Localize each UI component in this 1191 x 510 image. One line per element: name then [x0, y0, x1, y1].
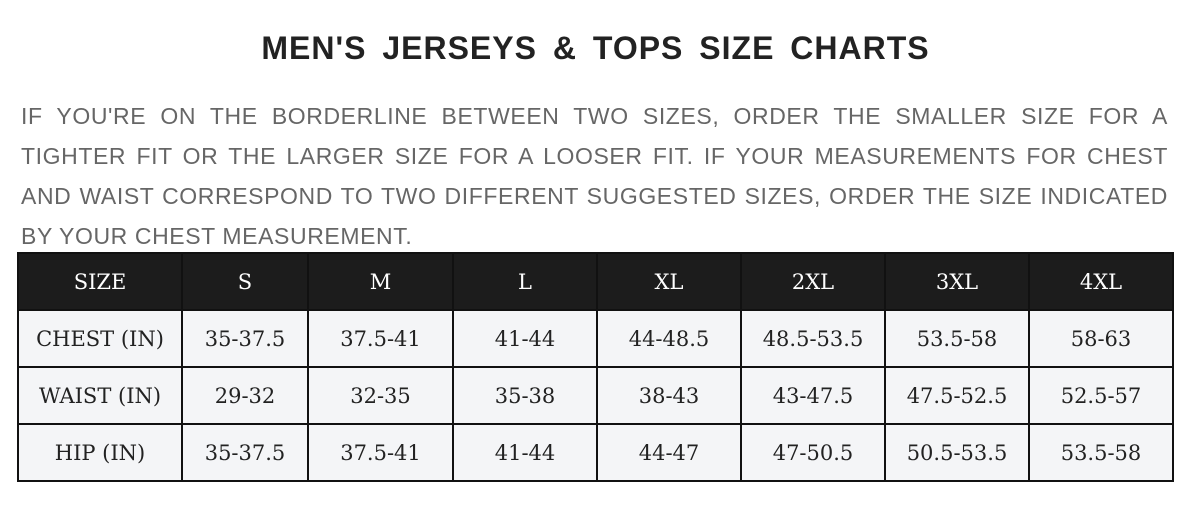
column-header: 2XL: [740, 252, 886, 311]
header-row: SIZE S M L XL 2XL 3XL 4XL: [17, 252, 1174, 311]
table-cell: 35-37.5: [181, 309, 309, 368]
table-cell: 52.5-57: [1028, 366, 1174, 425]
table-row: CHEST (IN) 35-37.5 37.5-41 41-44 44-48.5 48.5…: [17, 309, 1174, 368]
table-row: WAIST (IN) 29-32 32-35 35-38 38-43 43-47.5 47.…: [17, 366, 1174, 425]
table-cell: 29-32: [181, 366, 309, 425]
size-chart-table: SIZE S M L XL 2XL 3XL 4XL CHEST (IN) 35-37.5 37.5…: [17, 252, 1174, 482]
column-header: M: [307, 252, 454, 311]
table-cell: 41-44: [452, 309, 598, 368]
row-label: CHEST (IN): [17, 309, 183, 368]
column-header: SIZE: [17, 252, 183, 311]
table-cell: 53.5-58: [884, 309, 1030, 368]
table-row: HIP (IN) 35-37.5 37.5-41 41-44 44-47 47-50.5 5…: [17, 423, 1174, 482]
table-cell: 37.5-41: [307, 309, 454, 368]
table-cell: 48.5-53.5: [740, 309, 886, 368]
column-header: 3XL: [884, 252, 1030, 311]
table-cell: 35-38: [452, 366, 598, 425]
table-cell: 58-63: [1028, 309, 1174, 368]
table-cell: 43-47.5: [740, 366, 886, 425]
table-cell: 44-48.5: [596, 309, 742, 368]
column-header: S: [181, 252, 309, 311]
column-header: L: [452, 252, 598, 311]
row-label: HIP (IN): [17, 423, 183, 482]
table-cell: 47.5-52.5: [884, 366, 1030, 425]
table-cell: 44-47: [596, 423, 742, 482]
table-cell: 35-37.5: [181, 423, 309, 482]
table-cell: 41-44: [452, 423, 598, 482]
table-cell: 37.5-41: [307, 423, 454, 482]
table-cell: 47-50.5: [740, 423, 886, 482]
page-title: MEN'S JERSEYS & TOPS SIZE CHARTS: [261, 30, 930, 66]
table-cell: 53.5-58: [1028, 423, 1174, 482]
table-cell: 38-43: [596, 366, 742, 425]
row-label: WAIST (IN): [17, 366, 183, 425]
column-header: 4XL: [1028, 252, 1174, 311]
table-cell: 50.5-53.5: [884, 423, 1030, 482]
table-cell: 32-35: [307, 366, 454, 425]
column-header: XL: [596, 252, 742, 311]
sizing-note: IF YOU'RE ON THE BORDERLINE BETWEEN TWO …: [21, 103, 1168, 249]
